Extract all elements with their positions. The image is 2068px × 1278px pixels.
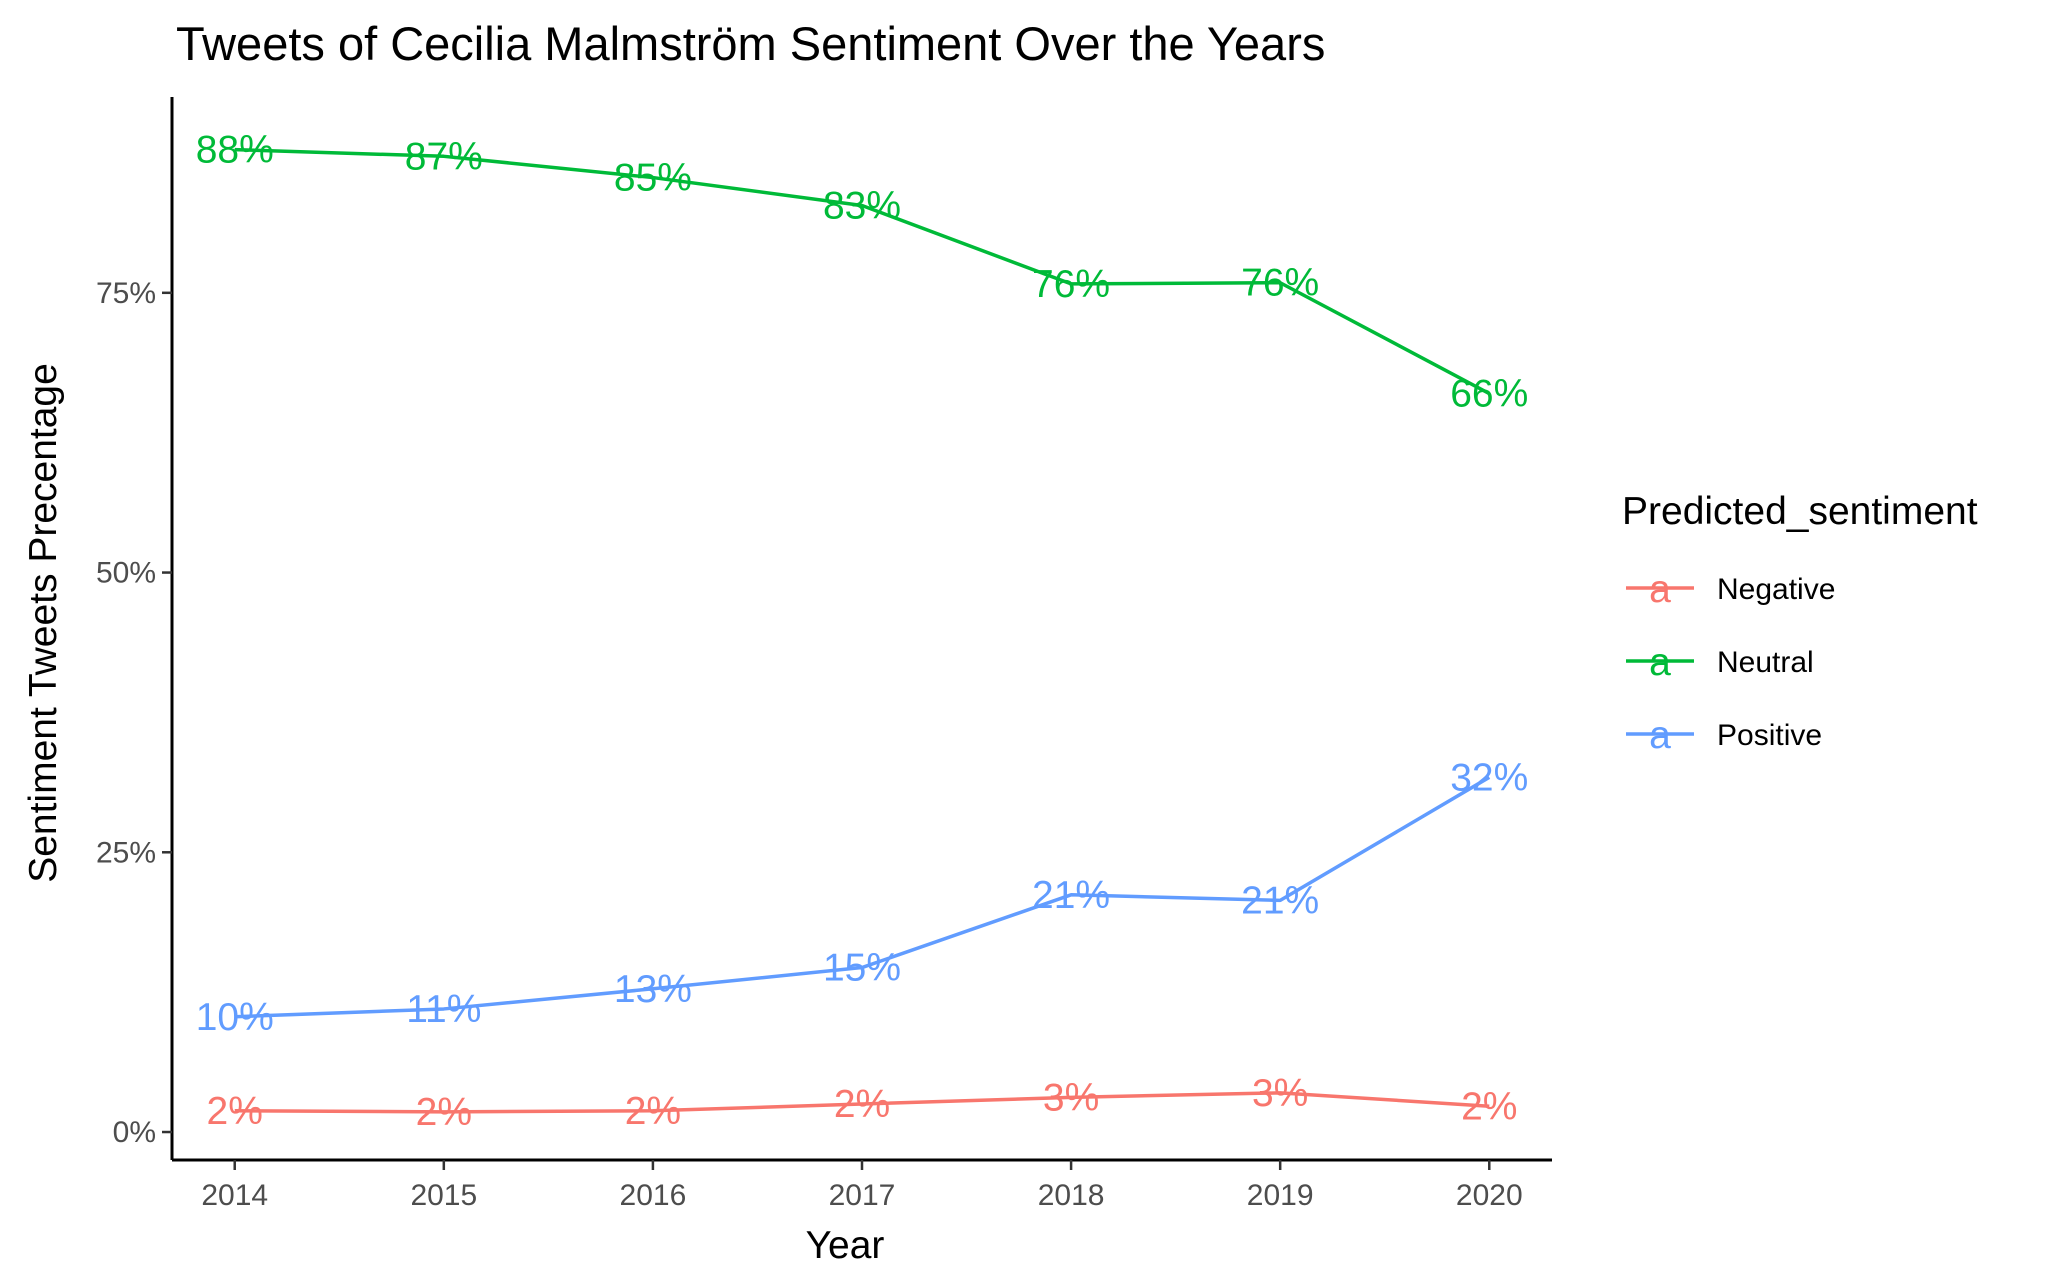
x-tick-label: 2017 [829,1179,896,1212]
legend-item-neutral: a Neutral [1626,641,1814,684]
axes: 0% 25% 50% 75% 2014 2015 2016 2017 2018 2019 2020 [96,97,1552,1212]
x-tick-label: 2014 [201,1179,268,1212]
legend-label-negative: Negative [1717,573,1835,606]
y-tick-label: 50% [96,557,156,590]
data-label-negative: 2% [416,1091,472,1134]
data-label-neutral: 88% [196,129,274,172]
series-line-negative [234,1091,1490,1114]
legend-title: Predicted_sentiment [1622,490,1978,533]
data-label-negative: 3% [1043,1076,1099,1119]
legend-key-glyph-positive: a [1649,714,1671,757]
data-label-neutral: 76% [1241,262,1319,305]
y-tick-label: 75% [96,277,156,310]
x-tick-label: 2019 [1247,1179,1314,1212]
x-axis-title: Year [806,1224,885,1267]
data-label-positive: 15% [823,947,901,990]
data-label-negative: 2% [625,1090,681,1133]
data-label-neutral: 85% [614,157,692,200]
data-label-positive: 32% [1450,756,1528,799]
data-label-neutral: 76% [1032,263,1110,306]
data-label-neutral: 66% [1450,373,1528,416]
data-labels: 2% 2% 2% 2% 3% 3% 2% 88% 87% 85% 83% 76% 76% 66% 10% 11… [196,129,1529,1134]
y-tick-label: 25% [96,836,156,869]
data-label-neutral: 87% [405,135,483,178]
y-tick-label: 0% [113,1116,156,1149]
legend-key-glyph-negative: a [1649,568,1671,611]
legend-label-positive: Positive [1717,719,1822,752]
series-line-neutral [234,147,1491,396]
data-label-positive: 11% [406,988,481,1031]
data-label-negative: 3% [1252,1072,1308,1115]
legend-label-neutral: Neutral [1717,646,1814,679]
chart-title: Tweets of Cecilia Malmström Sentiment Ov… [176,17,1325,70]
data-label-negative: 2% [207,1090,263,1133]
y-axis-title: Sentiment Tweets Precentage [22,363,65,883]
legend-item-negative: a Negative [1626,568,1835,611]
data-label-positive: 13% [614,968,692,1011]
series-lines [234,147,1491,1114]
data-label-positive: 10% [196,996,274,1039]
x-tick-label: 2020 [1456,1179,1523,1212]
series-line-positive [234,775,1491,1019]
x-tick-label: 2015 [410,1179,477,1212]
legend-key-glyph-neutral: a [1649,641,1671,684]
data-label-positive: 21% [1241,879,1319,922]
data-label-negative: 2% [1461,1085,1517,1128]
legend-item-positive: a Positive [1626,714,1822,757]
data-label-neutral: 83% [823,185,901,228]
x-tick-label: 2018 [1038,1179,1105,1212]
x-tick-label: 2016 [620,1179,687,1212]
data-label-positive: 21% [1032,874,1110,917]
data-label-negative: 2% [834,1083,890,1126]
legend: Predicted_sentiment a Negative a Neutral a Po… [1622,490,1978,757]
